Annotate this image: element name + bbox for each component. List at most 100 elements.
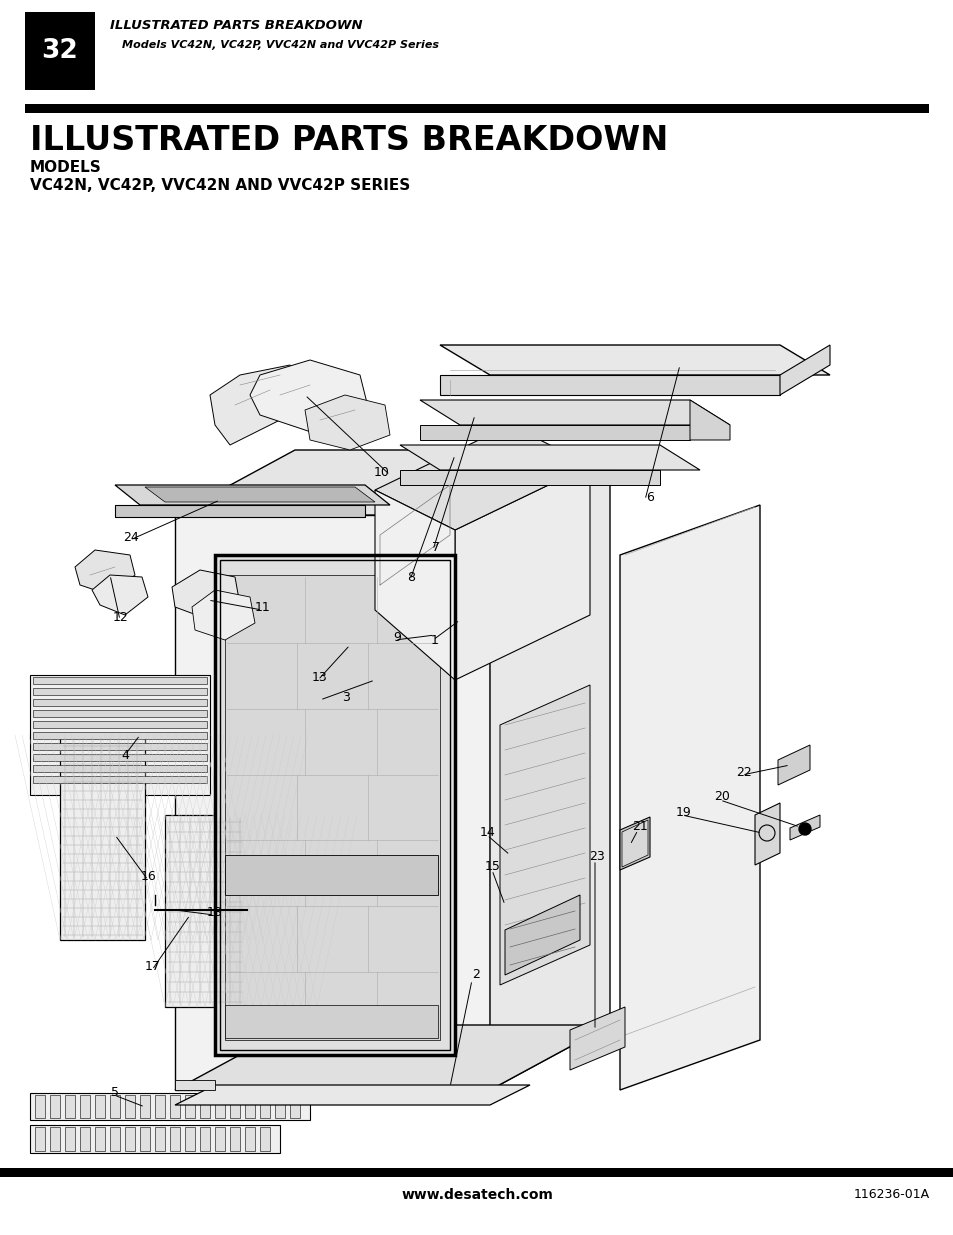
Polygon shape: [200, 1095, 210, 1118]
Polygon shape: [33, 764, 207, 772]
Polygon shape: [33, 721, 207, 727]
Polygon shape: [91, 576, 148, 615]
Polygon shape: [170, 1095, 180, 1118]
Polygon shape: [154, 1095, 165, 1118]
Polygon shape: [185, 1095, 194, 1118]
Polygon shape: [225, 855, 437, 895]
Polygon shape: [125, 1128, 135, 1151]
Polygon shape: [621, 820, 647, 867]
Text: 7: 7: [432, 541, 439, 553]
Polygon shape: [95, 1095, 105, 1118]
Polygon shape: [200, 1128, 210, 1151]
Text: 20: 20: [713, 790, 729, 804]
Polygon shape: [174, 1025, 609, 1091]
Polygon shape: [490, 450, 609, 1091]
Polygon shape: [80, 1095, 90, 1118]
Polygon shape: [172, 571, 240, 620]
Polygon shape: [110, 1128, 120, 1151]
Text: 17: 17: [145, 961, 161, 973]
Polygon shape: [154, 1128, 165, 1151]
Text: 19: 19: [676, 805, 691, 819]
Circle shape: [799, 823, 810, 835]
Polygon shape: [375, 490, 455, 680]
Polygon shape: [140, 1095, 150, 1118]
Text: 6: 6: [645, 490, 653, 504]
Polygon shape: [33, 699, 207, 706]
Polygon shape: [504, 895, 579, 974]
Text: 22: 22: [736, 766, 751, 778]
Text: ILLUSTRATED PARTS BREAKDOWN: ILLUSTRATED PARTS BREAKDOWN: [110, 19, 362, 32]
Polygon shape: [30, 1093, 310, 1120]
Polygon shape: [115, 505, 365, 517]
Polygon shape: [185, 1128, 194, 1151]
Text: 116236-01A: 116236-01A: [853, 1188, 929, 1202]
Polygon shape: [80, 1128, 90, 1151]
Polygon shape: [65, 1128, 75, 1151]
Polygon shape: [569, 1007, 624, 1070]
Polygon shape: [274, 1095, 285, 1118]
Polygon shape: [145, 487, 375, 501]
Text: Models VC42N, VC42P, VVC42N and VVC42P Series: Models VC42N, VC42P, VVC42N and VVC42P S…: [122, 40, 438, 49]
Polygon shape: [174, 1086, 530, 1105]
Text: 23: 23: [589, 851, 604, 863]
Polygon shape: [210, 366, 310, 445]
Bar: [25, 12, 95, 90]
Polygon shape: [419, 400, 729, 425]
Polygon shape: [110, 1095, 120, 1118]
Polygon shape: [174, 515, 490, 1091]
Polygon shape: [192, 590, 254, 640]
Text: 5: 5: [111, 1086, 119, 1098]
Text: ILLUSTRATED PARTS BREAKDOWN: ILLUSTRATED PARTS BREAKDOWN: [30, 124, 668, 157]
Polygon shape: [305, 395, 390, 450]
Polygon shape: [33, 710, 207, 718]
Polygon shape: [33, 677, 207, 684]
Polygon shape: [499, 685, 589, 986]
Text: 12: 12: [113, 610, 129, 624]
Text: 4: 4: [121, 748, 129, 762]
Polygon shape: [399, 471, 659, 485]
Text: 11: 11: [254, 600, 271, 614]
Polygon shape: [33, 776, 207, 783]
Polygon shape: [439, 375, 780, 395]
Polygon shape: [33, 732, 207, 739]
Polygon shape: [33, 743, 207, 750]
Polygon shape: [260, 1128, 270, 1151]
Text: 1: 1: [431, 634, 438, 646]
Text: 3: 3: [342, 690, 350, 704]
Text: 8: 8: [407, 571, 415, 583]
Polygon shape: [290, 1095, 299, 1118]
Polygon shape: [33, 755, 207, 761]
Polygon shape: [455, 466, 589, 680]
Polygon shape: [225, 1005, 437, 1037]
Polygon shape: [35, 1128, 45, 1151]
Text: 2: 2: [472, 968, 479, 982]
Polygon shape: [95, 1128, 105, 1151]
Polygon shape: [419, 425, 689, 440]
Polygon shape: [35, 1095, 45, 1118]
Polygon shape: [214, 1095, 225, 1118]
Polygon shape: [125, 1095, 135, 1118]
Polygon shape: [245, 1095, 254, 1118]
Polygon shape: [780, 345, 829, 395]
Polygon shape: [165, 815, 245, 1007]
Polygon shape: [439, 345, 829, 375]
Polygon shape: [778, 745, 809, 785]
Polygon shape: [33, 688, 207, 695]
Text: MODELS: MODELS: [30, 159, 102, 174]
Polygon shape: [65, 1095, 75, 1118]
Polygon shape: [30, 1125, 280, 1153]
Polygon shape: [250, 359, 370, 435]
Polygon shape: [245, 1128, 254, 1151]
Polygon shape: [754, 803, 780, 864]
Text: VC42N, VC42P, VVC42N AND VVC42P SERIES: VC42N, VC42P, VVC42N AND VVC42P SERIES: [30, 178, 410, 193]
Polygon shape: [50, 1128, 60, 1151]
Bar: [0, 1168, 953, 1177]
Polygon shape: [50, 1095, 60, 1118]
Text: 10: 10: [374, 466, 390, 478]
Polygon shape: [60, 735, 145, 940]
Polygon shape: [619, 818, 649, 869]
Text: 14: 14: [479, 825, 496, 839]
Polygon shape: [230, 1128, 240, 1151]
Polygon shape: [689, 400, 729, 440]
Text: 32: 32: [42, 38, 78, 64]
